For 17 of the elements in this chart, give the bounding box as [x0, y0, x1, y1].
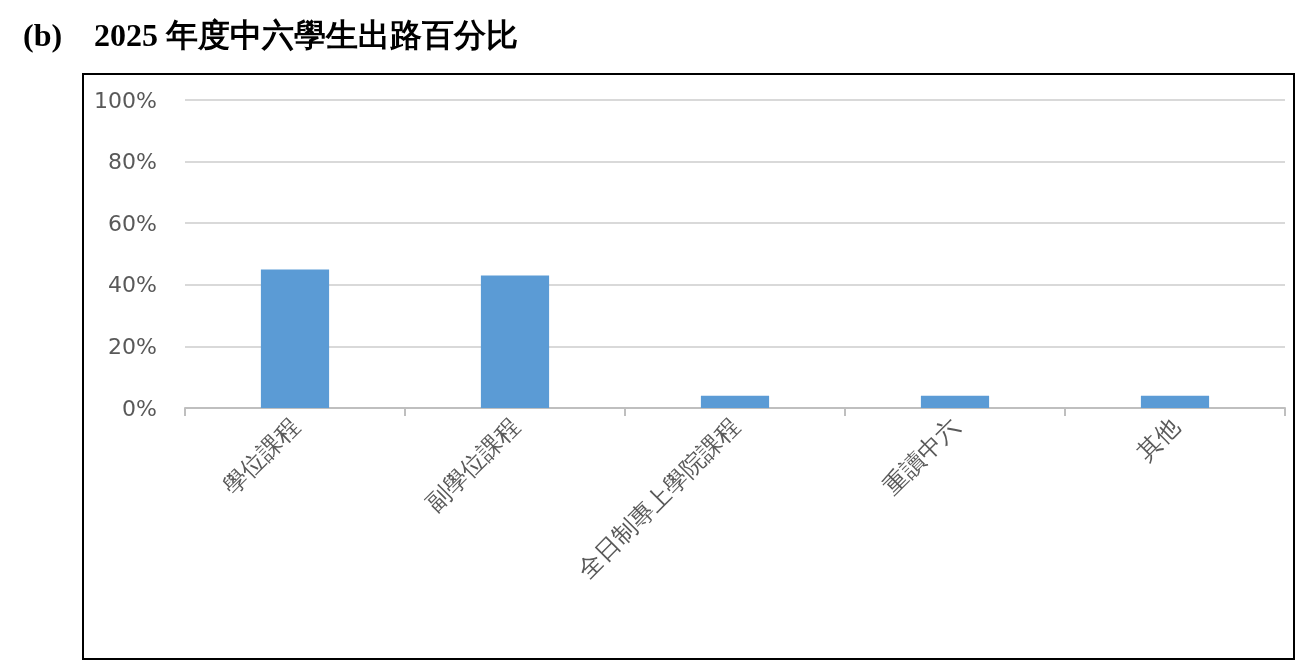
y-tick-label: 20%: [108, 333, 157, 359]
x-tick-label: 重讀中六: [877, 412, 965, 500]
bar: [920, 395, 990, 408]
x-tick-label: 學位課程: [217, 412, 305, 500]
y-tick-label: 60%: [108, 210, 157, 236]
x-tick-label: 全日制專上學院課程: [572, 412, 745, 585]
y-tick-label: 40%: [108, 272, 157, 298]
y-tick-label: 80%: [108, 149, 157, 175]
bar: [480, 275, 550, 408]
x-tick-label: 副學位課程: [420, 412, 525, 517]
chart-title: (b) 2025 年度中六學生出路百分比: [23, 17, 519, 53]
bar: [260, 269, 330, 408]
y-tick-label: 0%: [122, 395, 157, 421]
y-tick-label: 100%: [94, 87, 157, 113]
x-tick-label: 其他: [1131, 412, 1185, 466]
bar: [1140, 395, 1210, 408]
bar: [700, 395, 770, 408]
